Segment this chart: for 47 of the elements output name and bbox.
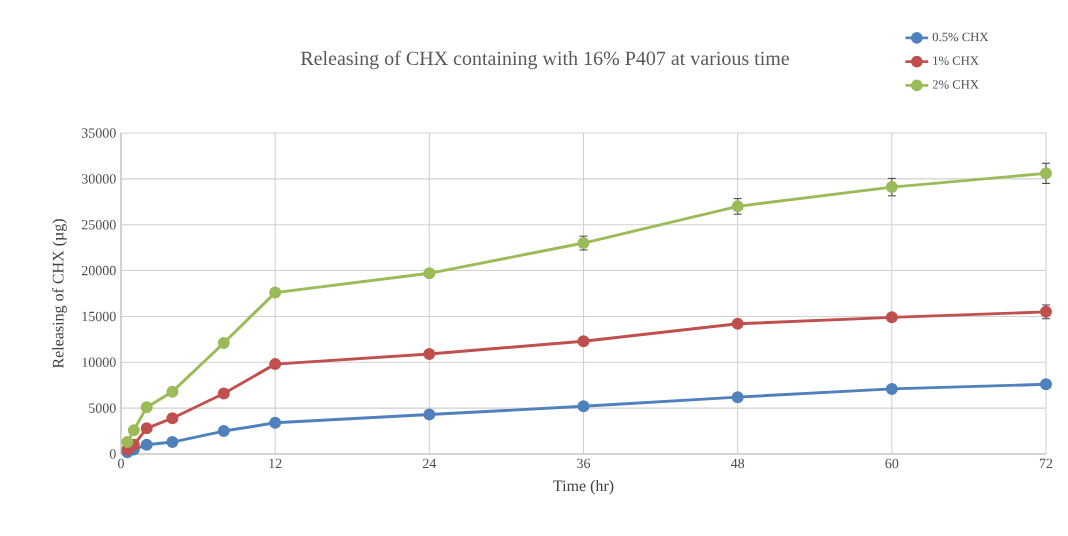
chart-title: Releasing of CHX containing with 16% P407 at various time <box>300 50 790 70</box>
point <box>269 416 282 429</box>
x-axis-title: Time (hr) <box>553 479 614 495</box>
point <box>269 358 282 371</box>
point <box>577 335 590 348</box>
point <box>166 385 179 398</box>
point <box>885 181 898 194</box>
point <box>423 267 436 280</box>
point <box>127 424 140 437</box>
point <box>217 387 230 400</box>
x-tick-label: 72 <box>1039 458 1053 468</box>
point <box>166 412 179 425</box>
x-tick-label: 48 <box>730 458 745 469</box>
point <box>731 317 744 330</box>
point <box>121 436 134 449</box>
y-tick-label: 10000 <box>82 357 116 368</box>
y-axis-title: Releasing of CHX (µg) <box>52 219 67 369</box>
point <box>217 425 230 438</box>
x-tick-label: 24 <box>422 458 437 468</box>
point <box>166 436 179 449</box>
point <box>140 438 153 451</box>
point <box>269 286 282 299</box>
legend-label: 1% CHX <box>933 56 979 66</box>
legend-label: 2% CHX <box>932 80 979 89</box>
point <box>731 391 744 404</box>
y-tick-label: 15000 <box>82 311 116 322</box>
point <box>885 311 898 324</box>
x-tick-label: 60 <box>885 458 899 469</box>
y-tick-label: 25000 <box>81 220 116 230</box>
y-tick-label: 0 <box>109 449 116 459</box>
point <box>885 382 898 395</box>
y-tick-label: 35000 <box>81 128 116 138</box>
x-tick-label: 12 <box>269 458 282 468</box>
point <box>140 401 153 414</box>
point <box>1039 167 1052 180</box>
point <box>1039 378 1052 391</box>
point <box>140 422 153 435</box>
legend-label: 0.5% CHX <box>932 32 989 42</box>
y-tick-label: 20000 <box>81 265 116 276</box>
x-tick-label: 0 <box>118 458 124 469</box>
point <box>577 400 590 413</box>
point <box>217 337 230 350</box>
y-tick-label: 5000 <box>89 403 116 413</box>
point <box>423 408 436 421</box>
point <box>423 348 436 361</box>
x-tick-label: 36 <box>577 458 591 469</box>
y-tick-label: 30000 <box>81 174 116 184</box>
